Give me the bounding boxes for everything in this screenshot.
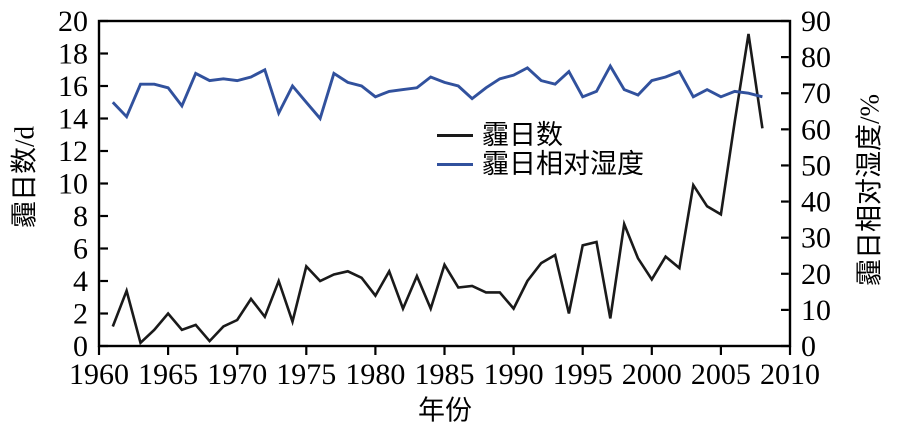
y-right-tick-label: 80 xyxy=(801,41,831,74)
y-right-tick-label: 20 xyxy=(801,258,831,291)
x-tick-label: 1965 xyxy=(138,358,198,391)
y-right-tick-label: 40 xyxy=(801,186,831,219)
y-left-tick-label: 4 xyxy=(73,265,88,298)
y-left-tick-label: 20 xyxy=(58,5,88,38)
y-left-tick-label: 14 xyxy=(58,103,88,136)
y-right-tick-label: 10 xyxy=(801,294,831,327)
x-tick-label: 1980 xyxy=(345,358,405,391)
legend-item-haze-days: 霾日数 xyxy=(437,121,644,150)
x-tick-label: 2010 xyxy=(760,358,820,391)
y-right-tick-label: 60 xyxy=(801,113,831,146)
y-right-tick-label: 0 xyxy=(801,330,816,363)
x-tick-label: 1985 xyxy=(415,358,475,391)
legend-label-humidity: 霾日相对湿度 xyxy=(482,149,644,179)
humidity-line-sample xyxy=(437,163,473,166)
y-axis-title-right: 霾日相对湿度/% xyxy=(854,94,885,286)
x-tick-label: 1960 xyxy=(69,358,129,391)
y-axis-title-left: 霾日数/d xyxy=(9,125,40,229)
y-left-tick-label: 12 xyxy=(58,135,88,168)
y-left-tick-label: 2 xyxy=(73,298,88,331)
y-left-tick-label: 8 xyxy=(73,200,88,233)
y-right-tick-label: 70 xyxy=(801,77,831,110)
x-tick-label: 1995 xyxy=(553,358,613,391)
humidity-line xyxy=(111,63,763,122)
legend-label-haze-days: 霾日数 xyxy=(482,120,563,150)
y-right-tick-label: 90 xyxy=(801,5,831,38)
y-right-tick-label: 30 xyxy=(801,222,831,255)
x-tick-label: 1990 xyxy=(484,358,544,391)
y-left-tick-label: 6 xyxy=(73,233,88,266)
legend: 霾日数 霾日相对湿度 xyxy=(437,121,644,179)
y-right-tick-label: 50 xyxy=(801,149,831,182)
x-tick-label: 2000 xyxy=(622,358,682,391)
x-tick-label: 1975 xyxy=(276,358,336,391)
y-left-tick-label: 18 xyxy=(58,38,88,71)
y-left-tick-label: 10 xyxy=(58,168,88,201)
x-tick-label: 1970 xyxy=(207,358,267,391)
y-left-tick-label: 0 xyxy=(73,330,88,363)
x-tick-label: 2005 xyxy=(691,358,751,391)
y-left-tick-label: 16 xyxy=(58,70,88,103)
x-axis-title: 年份 xyxy=(418,395,472,426)
haze-days-line-sample xyxy=(437,134,473,137)
legend-item-humidity: 霾日相对湿度 xyxy=(437,150,644,179)
haze-days-line xyxy=(111,33,764,346)
plot-border xyxy=(97,19,792,348)
